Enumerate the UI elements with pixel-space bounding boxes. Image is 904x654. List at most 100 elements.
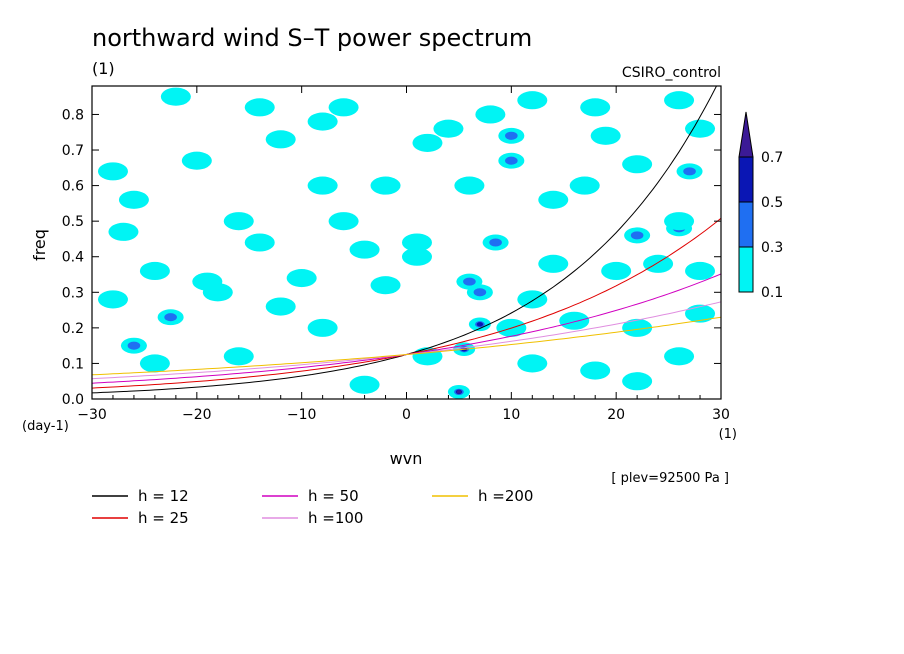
spectral-patch-halo — [664, 347, 695, 366]
spectral-patch-halo — [265, 297, 296, 316]
legend-label: h = 12 — [138, 487, 189, 505]
x-tick-label: −20 — [182, 407, 212, 423]
spectral-patch-halo — [139, 261, 170, 281]
y-tick-label: 0.2 — [62, 321, 84, 337]
spectral-patch-halo — [538, 254, 569, 273]
spectral-patch-halo — [181, 151, 212, 170]
chart-subtitle-left: (1) — [92, 59, 115, 78]
spectral-patch — [127, 341, 141, 350]
y-tick-label: 0.1 — [62, 356, 84, 372]
spectral-patch-halo — [517, 91, 548, 110]
spectral-patch — [463, 277, 476, 286]
legend: h = 12 h = 25 h = 50 h =100 h =200 — [92, 487, 533, 527]
spectral-patch-halo — [118, 190, 149, 209]
spectral-patch-halo — [328, 212, 359, 231]
spectral-patch-halo — [192, 272, 223, 291]
y-axis-label: freq — [30, 229, 49, 261]
colorbar-segment — [738, 156, 754, 203]
spectral-patch-halo — [517, 290, 548, 309]
legend-label: h = 50 — [308, 487, 359, 505]
spectral-patch-halo — [601, 261, 632, 281]
x-tick-label: 0 — [402, 407, 411, 423]
y-tick-label: 0.8 — [62, 107, 84, 123]
x-tick-label: 10 — [502, 407, 520, 423]
spectral-patch-halo — [108, 222, 139, 241]
dispersion-curve — [92, 301, 721, 380]
y-tick-label: 0.5 — [62, 214, 84, 230]
spectral-patch-halo — [433, 119, 464, 138]
spectral-patch-halo — [569, 176, 600, 195]
colorbar-label: 0.1 — [761, 285, 783, 301]
chart-subtitle-right: CSIRO_control — [622, 65, 721, 81]
spectral-patch-halo — [160, 87, 191, 106]
spectral-patch-halo — [580, 98, 611, 117]
spectral-patch — [489, 238, 502, 247]
spectral-patch-halo — [223, 212, 254, 231]
spectral-patch-halo — [328, 98, 359, 117]
spectral-patch-halo — [538, 190, 569, 209]
colorbar-label: 0.3 — [761, 240, 783, 256]
spectral-patch-halo — [590, 126, 621, 145]
y-tick-label: 0.7 — [62, 143, 84, 159]
spectral-patch — [505, 131, 518, 140]
legend-label: h =200 — [478, 487, 533, 505]
y-tick-label: 0.0 — [62, 392, 84, 408]
spectral-patch-halo — [622, 318, 653, 337]
plot-area: −30 −20 −10 0 10 20 30 0.0 0.1 0.2 0.3 0.4 0.5 0.6 0.7… — [62, 85, 730, 423]
colorbar-segment — [738, 246, 754, 293]
spectral-patch-halo — [517, 354, 548, 373]
spectral-patch-halo — [685, 261, 716, 281]
x-tick-label: 30 — [712, 407, 730, 423]
colorbar-label: 0.7 — [761, 150, 783, 166]
spectral-patch — [630, 231, 644, 240]
spectral-patch-core — [476, 322, 484, 327]
spectral-patch-halo — [349, 240, 380, 259]
spectral-patch-halo — [370, 176, 401, 195]
spectral-patch — [505, 156, 518, 165]
spectral-patch-halo — [412, 133, 443, 152]
spectral-patch-halo — [286, 269, 317, 288]
y-tick-label: 0.4 — [62, 250, 84, 266]
y-axis-units: (day-1) — [22, 419, 69, 434]
spectral-patch-halo — [664, 212, 695, 231]
x-tick-label: 20 — [607, 407, 625, 423]
x-axis-units: (1) — [719, 427, 737, 442]
spectral-patch-halo — [685, 119, 716, 138]
spectral-patch-halo — [97, 162, 128, 181]
spectral-patch-halo — [580, 361, 611, 380]
spectral-patch-halo — [349, 375, 380, 394]
spectral-patch-halo — [265, 130, 296, 149]
spectral-patch-halo — [643, 254, 674, 273]
spectral-patch-halo — [664, 91, 695, 110]
spectral-patch-halo — [454, 176, 485, 195]
spectral-patch — [164, 313, 177, 322]
colorbar-segment — [738, 201, 754, 248]
spectral-patch-halo — [307, 112, 338, 131]
spectral-patch-halo — [622, 155, 653, 174]
x-tick-label: −10 — [287, 407, 317, 423]
spectral-patch-halo — [401, 233, 432, 252]
y-tick-label: 0.6 — [62, 179, 84, 195]
spectral-patch — [683, 167, 696, 176]
colorbar: 0.1 0.3 0.5 0.7 — [738, 111, 783, 301]
spectral-patch-halo — [307, 176, 338, 195]
spectral-patch-halo — [223, 347, 254, 366]
spectral-patch-halo — [244, 233, 275, 252]
colorbar-top-arrow — [738, 111, 754, 158]
spectral-patch-halo — [244, 98, 275, 117]
x-tick-label: −30 — [77, 407, 107, 423]
legend-label: h = 25 — [138, 509, 189, 527]
spectral-patch-halo — [97, 290, 128, 309]
spectral-patch-halo — [370, 276, 401, 295]
spectral-patch-halo — [139, 354, 170, 373]
x-axis-label: wvn — [390, 449, 423, 468]
spectral-patch-peak — [456, 390, 462, 394]
dispersion-curve — [92, 316, 721, 376]
spectral-patch-halo — [685, 304, 716, 323]
plev-footnote: [ plev=92500 Pa ] — [611, 471, 729, 486]
spectral-patch-halo — [475, 105, 506, 124]
chart-title: northward wind S–T power spectrum — [92, 24, 532, 52]
spectral-patch-halo — [307, 318, 338, 337]
colorbar-label: 0.5 — [761, 195, 783, 211]
